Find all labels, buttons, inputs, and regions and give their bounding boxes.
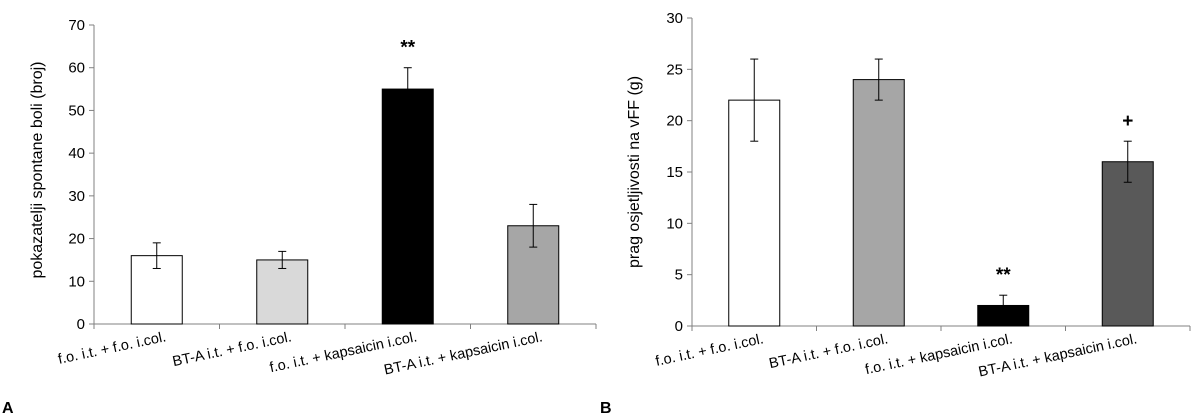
significance-label: + — [1122, 111, 1133, 132]
significance-label: ** — [996, 265, 1011, 286]
panel-letter: A — [2, 400, 14, 417]
y-tick-label: 50 — [68, 102, 85, 119]
y-tick-label: 25 — [666, 61, 683, 78]
bar — [256, 259, 309, 325]
panel-letter: B — [600, 400, 612, 417]
y-tick-label: 5 — [675, 267, 683, 284]
category-label: f.o. i.t. + f.o. i.col. — [57, 329, 168, 368]
y-axis-title: prag osjetljivosti na vFF (g) — [626, 76, 643, 268]
y-axis-title: pokazatelji spontane boli (broj) — [29, 61, 46, 278]
y-tick-label: 20 — [68, 231, 85, 248]
significance-label: ** — [400, 38, 415, 59]
y-tick-label: 10 — [68, 273, 85, 290]
bar — [1101, 161, 1154, 327]
y-tick-label: 0 — [77, 316, 85, 333]
bar — [852, 79, 905, 327]
y-tick-label: 15 — [666, 164, 683, 181]
category-label: f.o. i.t. + f.o. i.col. — [654, 331, 765, 370]
bar — [381, 88, 434, 325]
y-tick-label: 30 — [666, 10, 683, 27]
y-tick-label: 10 — [666, 215, 683, 232]
y-tick-label: 70 — [68, 17, 85, 34]
y-tick-label: 0 — [675, 318, 683, 335]
y-tick-label: 20 — [666, 113, 683, 130]
y-tick-label: 40 — [68, 145, 85, 162]
y-tick-label: 30 — [68, 188, 85, 205]
y-tick-label: 60 — [68, 60, 85, 77]
